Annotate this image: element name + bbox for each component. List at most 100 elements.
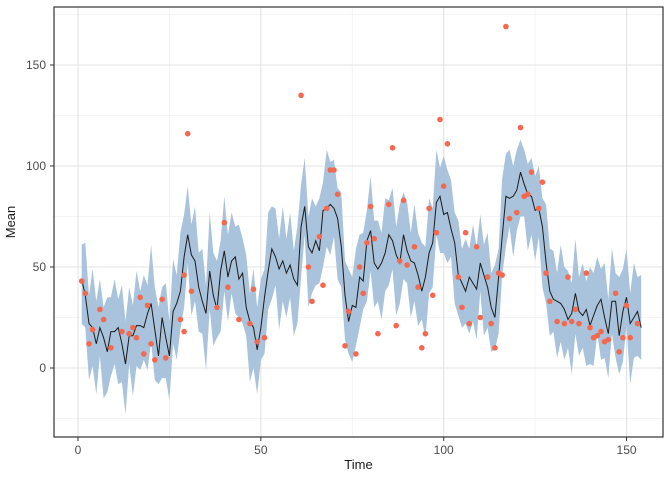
data-point (473, 244, 480, 250)
data-point (184, 130, 191, 137)
mean-line (81, 171, 642, 365)
data-point (429, 292, 436, 299)
data-point (100, 316, 107, 323)
data-point (119, 328, 125, 335)
data-point (137, 294, 143, 301)
data-point (411, 244, 418, 250)
data-point (356, 264, 363, 270)
data-point (543, 270, 549, 276)
data-point (598, 328, 604, 335)
data-point (426, 205, 432, 212)
y-tick-label: 0 (39, 361, 46, 375)
data-point (612, 290, 619, 297)
data-point (477, 314, 484, 321)
data-point (594, 332, 601, 339)
data-point (225, 284, 231, 291)
data-point (492, 345, 498, 351)
data-point (484, 274, 491, 280)
data-point (345, 308, 352, 315)
data-point (539, 179, 546, 185)
confidence-ribbon (81, 139, 642, 415)
data-point (181, 272, 187, 278)
data-point (466, 320, 473, 327)
data-point (503, 23, 509, 30)
data-point (605, 336, 612, 343)
data-point (404, 262, 410, 268)
data-point (386, 201, 392, 208)
data-point (159, 296, 165, 303)
y-tick-label: 50 (33, 260, 47, 274)
data-point (433, 229, 440, 236)
x-tick-label: 50 (254, 443, 268, 457)
y-axis-title: Mean (3, 206, 18, 239)
data-point (488, 320, 495, 327)
data-point (367, 203, 374, 210)
data-point (415, 284, 421, 291)
data-point (188, 288, 195, 295)
data-point (561, 320, 568, 327)
panel-border (53, 6, 664, 438)
data-point (616, 349, 622, 355)
data-point (177, 316, 184, 323)
data-point (462, 229, 469, 236)
data-point (393, 322, 400, 329)
data-point (397, 258, 403, 264)
data-point (634, 320, 641, 327)
data-point (82, 290, 89, 297)
data-point (525, 191, 531, 198)
data-point (342, 343, 348, 349)
data-point (364, 240, 370, 246)
data-point (437, 116, 443, 123)
x-tick-label: 0 (75, 443, 82, 457)
data-point (353, 351, 359, 357)
data-point (455, 274, 462, 280)
data-point (554, 318, 560, 325)
data-point (536, 205, 542, 212)
data-point (236, 316, 242, 323)
data-point (620, 334, 626, 341)
data-point (587, 324, 593, 331)
data-point (422, 330, 429, 337)
x-axis-title: Time (344, 457, 372, 472)
data-point (254, 338, 260, 345)
data-point (400, 197, 407, 204)
data-point (334, 191, 341, 198)
data-point (181, 328, 187, 335)
data-point (499, 272, 506, 278)
data-point (309, 298, 315, 305)
data-point (514, 209, 520, 216)
data-point (576, 320, 582, 327)
data-point (371, 235, 378, 242)
y-tick-label: 100 (26, 159, 46, 173)
data-point (247, 320, 253, 327)
data-point (360, 290, 367, 297)
data-point (78, 278, 85, 284)
data-point (517, 124, 524, 131)
data-point (221, 219, 228, 226)
data-point (506, 215, 513, 222)
y-tick-label: 150 (26, 58, 46, 72)
data-point (152, 357, 158, 363)
data-point (86, 341, 92, 347)
data-point (298, 92, 304, 99)
data-point (316, 233, 323, 240)
data-point (389, 145, 396, 151)
data-point (305, 264, 312, 270)
data-point (250, 286, 257, 293)
data-point (568, 318, 575, 325)
data-point (323, 205, 330, 212)
data-point (126, 330, 132, 337)
x-tick-label: 150 (617, 443, 637, 457)
data-point (130, 324, 136, 331)
data-point (148, 341, 154, 347)
data-point (375, 330, 381, 337)
data-point (133, 334, 140, 341)
data-point (97, 306, 103, 313)
data-point (261, 334, 268, 341)
data-point (583, 270, 590, 276)
data-point (459, 304, 465, 311)
data-point (565, 274, 571, 280)
data-point (444, 141, 451, 147)
